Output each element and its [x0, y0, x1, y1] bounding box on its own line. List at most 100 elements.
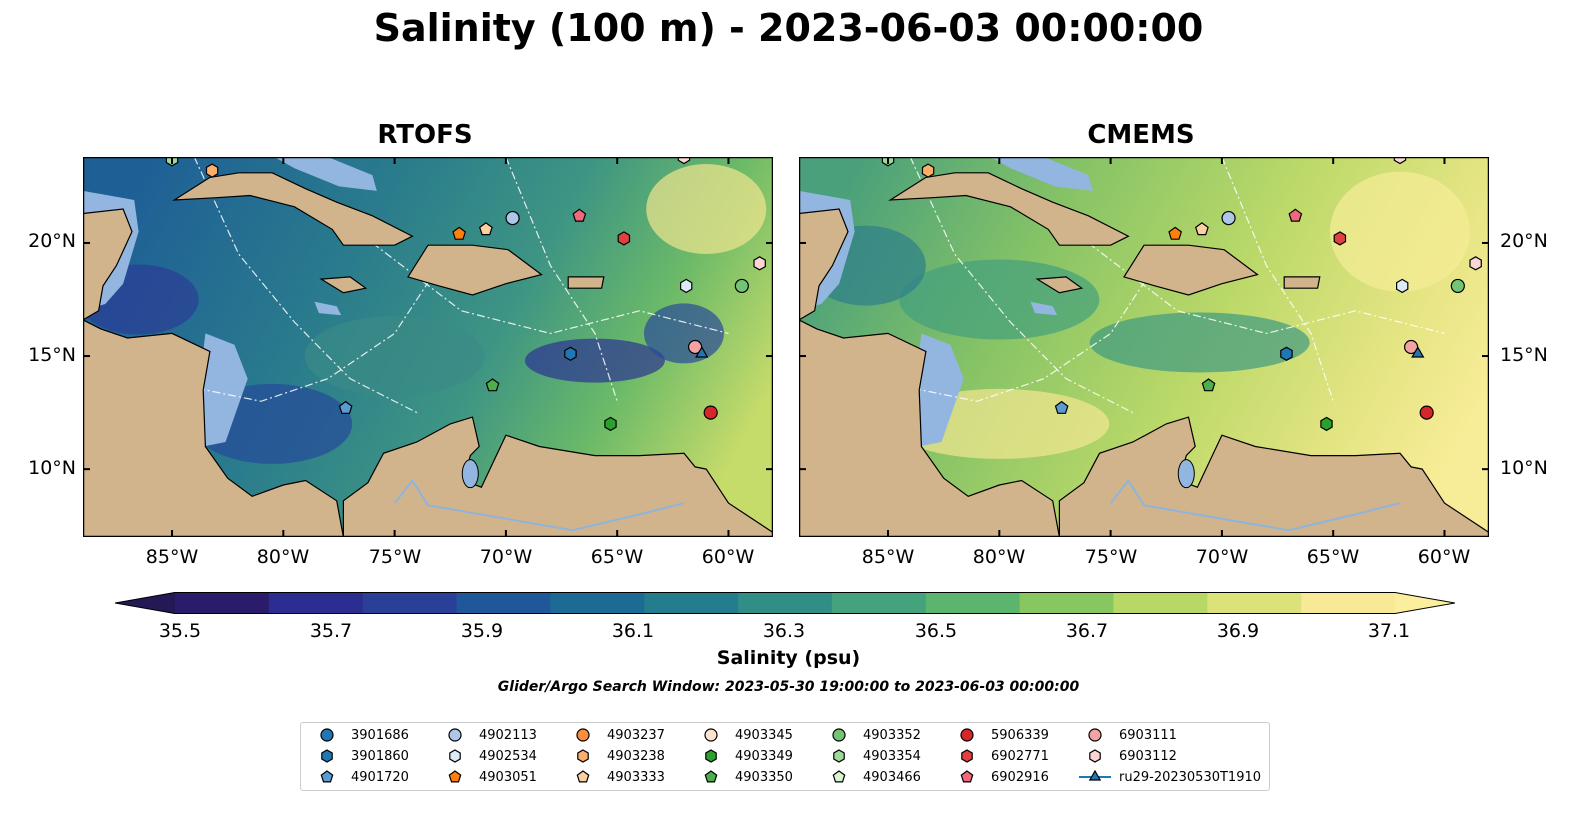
colorbar-tick: 36.5	[914, 620, 958, 642]
eez-boundary-line	[1087, 242, 1445, 335]
colorbar-tick: 36.7	[1065, 620, 1109, 642]
map-frame	[799, 157, 1489, 537]
legend-label: 4901720	[351, 769, 409, 785]
salinity-patch	[646, 164, 767, 255]
float-marker-4901720	[338, 400, 353, 414]
eez-boundary-line	[193, 157, 418, 414]
salinity-patch	[1329, 171, 1470, 292]
float-marker-4903350	[485, 378, 500, 392]
float-marker-4903350	[1201, 378, 1216, 392]
colorbar-segment	[1207, 592, 1302, 614]
shelf-pedro	[314, 301, 342, 316]
float-marker-6902771	[1333, 231, 1347, 246]
shelf-nicaragua	[914, 333, 964, 447]
rivers	[1109, 478, 1401, 532]
float-marker-5906339	[1419, 405, 1434, 420]
colorbar-segment	[1301, 592, 1396, 614]
legend-item-ru29-20230530T1910: ru29-20230530T1910	[1075, 767, 1261, 787]
legend-marker-icon	[321, 749, 333, 763]
legend-marker-icon	[960, 770, 974, 783]
legend-item-3901860: 3901860	[307, 746, 409, 766]
legend-marker-icon	[1089, 749, 1101, 763]
eez-boundary-line	[865, 265, 1156, 402]
float-marker-5906339	[703, 405, 718, 420]
land-cuba	[172, 172, 414, 246]
lon-tick-70w-left: 70°W	[479, 546, 533, 568]
lon-tick-80w-left: 80°W	[256, 546, 310, 568]
shelf-nicaragua	[198, 333, 248, 447]
float-marker-ru29-20230530T1910	[1411, 346, 1425, 358]
colorbar-extend-min	[115, 592, 175, 614]
map-panel-rtofs[interactable]	[83, 157, 773, 537]
legend-marker-icon	[320, 770, 334, 783]
land-cuba	[888, 172, 1130, 246]
legend-marker-icon	[576, 728, 590, 742]
legend-label: 4903349	[735, 748, 793, 764]
lon-tick-65w-right: 65°W	[1306, 546, 1360, 568]
salinity-patch	[304, 316, 485, 397]
legend-item-4903354: 4903354	[819, 746, 921, 766]
legend-marker-icon	[448, 770, 462, 783]
land-hispaniola	[1123, 244, 1259, 296]
legend-item-4902113: 4902113	[435, 725, 537, 745]
eez-boundary-line	[909, 157, 1134, 414]
legend-label: 6903112	[1119, 748, 1177, 764]
float-marker-ru29-20230530T1910	[695, 346, 709, 358]
colorbar-extend-max	[1395, 592, 1455, 614]
colorbar-tick: 35.9	[460, 620, 504, 642]
float-marker-3901860	[1280, 346, 1293, 361]
colorbar-segment	[644, 592, 739, 614]
lon-tick-80w-right: 80°W	[972, 546, 1026, 568]
legend-label: 4902534	[479, 748, 537, 764]
float-marker-6902916	[1288, 208, 1303, 222]
legend-item-6903111: 6903111	[1075, 725, 1177, 745]
shelf-bahamas	[274, 157, 377, 191]
legend-marker-icon	[833, 749, 845, 763]
map-frame	[83, 157, 773, 537]
float-marker-4903349	[604, 416, 617, 432]
lon-tick-60w-right: 60°W	[1417, 546, 1471, 568]
lat-tick-15n-left: 15°N	[28, 344, 76, 366]
lon-tick-75w-right: 75°W	[1084, 546, 1138, 568]
float-marker-3901860	[564, 346, 577, 361]
lake-maracaibo	[461, 459, 479, 489]
colorbar-label: Salinity (psu)	[716, 647, 861, 669]
colorbar-tick: 37.1	[1367, 620, 1411, 642]
eez-boundary-line	[371, 242, 729, 335]
legend-item-4903238: 4903238	[563, 746, 665, 766]
float-marker-4902534	[679, 278, 693, 294]
legend-item-6903112: 6903112	[1075, 746, 1177, 766]
float-marker-4903238	[205, 163, 219, 178]
float-marker-6902771	[617, 231, 631, 246]
salinity-patch	[524, 338, 665, 383]
map-panel-cmems[interactable]	[799, 157, 1489, 537]
legend-item-4902534: 4902534	[435, 746, 537, 766]
colorbar-segment	[456, 592, 551, 614]
float-marker-4903051	[1168, 226, 1183, 240]
lon-tick-75w-left: 75°W	[368, 546, 422, 568]
colorbar-tick: 36.9	[1216, 620, 1260, 642]
colorbar-tick: 36.3	[762, 620, 806, 642]
colorbar-segment	[738, 592, 833, 614]
float-marker-6903112	[1393, 157, 1407, 165]
legend-label: 6902916	[991, 769, 1049, 785]
legend-label: 6902771	[991, 748, 1049, 764]
lat-tick-20n-right: 20°N	[1500, 230, 1548, 252]
float-marker-4903333	[1194, 222, 1209, 236]
salinity-patch	[899, 259, 1100, 340]
legend-marker-icon	[320, 728, 334, 742]
legend-marker-icon	[832, 770, 846, 783]
legend-marker-icon	[704, 770, 718, 783]
legend-item-4903237: 4903237	[563, 725, 665, 745]
legend-item-5906339: 5906339	[947, 725, 1049, 745]
legend-label: ru29-20230530T1910	[1119, 769, 1262, 785]
land-hispaniola	[407, 244, 543, 296]
shelf-bahamas	[990, 157, 1093, 191]
float-marker-4902113	[505, 210, 520, 226]
legend-label: 3901860	[351, 748, 409, 764]
float-marker-4902113	[1221, 210, 1236, 226]
colorbar-tick: 36.1	[611, 620, 655, 642]
float-marker-4903352	[1450, 278, 1465, 294]
land-central-america	[83, 319, 345, 537]
legend-label: 4903354	[863, 748, 921, 764]
